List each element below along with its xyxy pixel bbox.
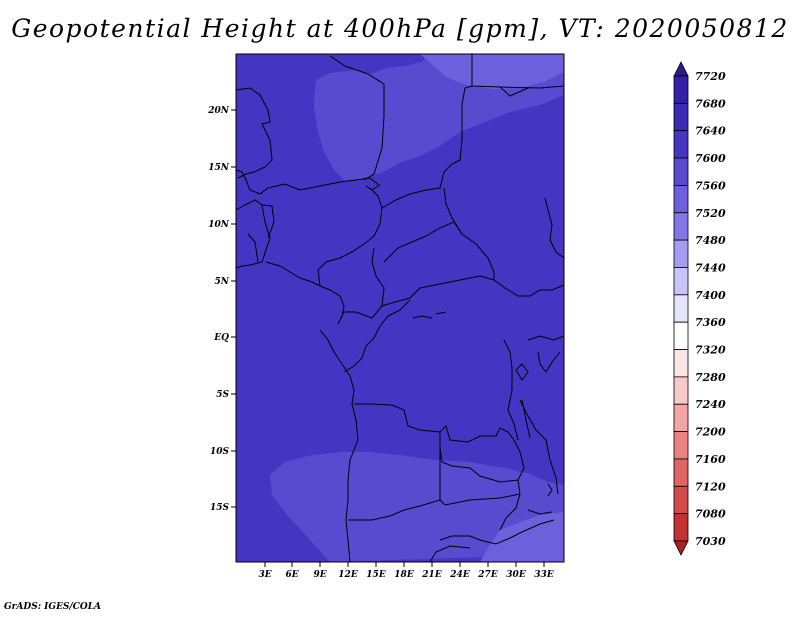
lat-label: 5S <box>216 390 229 400</box>
lon-label: 24E <box>449 570 470 580</box>
colorbar-label: 7360 <box>695 316 726 329</box>
colorbar-label: 7240 <box>695 398 726 411</box>
colorbar-swatch <box>673 513 689 542</box>
colorbar-swatch <box>673 75 689 104</box>
colorbar-label: 7160 <box>695 453 726 466</box>
lon-label: 6E <box>285 570 298 580</box>
map-panel <box>235 53 565 563</box>
lat-label: 20N <box>207 106 230 116</box>
lakes <box>365 185 553 515</box>
colorbar-swatch <box>673 239 689 268</box>
lon-label: 33E <box>534 570 554 580</box>
lon-labels: 3E 6E 9E 12E 15E 18E 21E 24E 27E 30E 33E <box>258 570 553 580</box>
colorbar-label: 7560 <box>695 179 726 192</box>
colorbar-swatch <box>673 458 689 487</box>
contour-region-ne <box>420 54 564 89</box>
colorbar-top-arrow <box>673 61 689 77</box>
colorbar-swatch <box>673 349 689 378</box>
colorbar-label: 7080 <box>695 508 726 521</box>
lon-label: 30E <box>506 570 526 580</box>
colorbar-label: 7720 <box>695 70 726 83</box>
boundaries <box>235 54 565 563</box>
colorbar-label: 7120 <box>695 480 726 493</box>
colorbar-label: 7480 <box>695 234 726 247</box>
colorbar: 7720 7680 7640 7600 7560 7520 7480 7440 7400 7360… <box>673 61 726 556</box>
chart-title: Geopotential Height at 400hPa [gpm], VT:… <box>11 14 789 43</box>
lon-label: 27E <box>477 570 498 580</box>
lon-label: 3E <box>258 570 271 580</box>
colorbar-label: 7520 <box>695 207 726 220</box>
lon-label: 9E <box>313 570 326 580</box>
colorbar-swatch <box>673 431 689 460</box>
colorbar-swatch <box>673 185 689 214</box>
lon-label: 21E <box>421 570 442 580</box>
lat-label: 15N <box>208 163 230 173</box>
colorbar-swatch <box>673 157 689 186</box>
lat-labels: 20N 15N 10N 5N EQ 5S 10S 15S <box>207 106 230 513</box>
lon-label: 15E <box>366 570 386 580</box>
colorbar-swatch <box>673 376 689 405</box>
colorbar-label: 7600 <box>695 152 726 165</box>
colorbar-label: 7640 <box>695 125 726 138</box>
lon-ticks <box>264 562 545 567</box>
colorbar-swatch <box>673 102 689 132</box>
lat-label: 5N <box>215 277 230 287</box>
colorbar-label: 7030 <box>695 535 726 548</box>
colorbar-swatch <box>673 294 689 323</box>
colorbar-label: 7280 <box>695 371 726 384</box>
lon-label: 12E <box>338 570 358 580</box>
lon-label: 18E <box>394 570 414 580</box>
grads-credit: GrADS: IGES/COLA <box>4 602 102 612</box>
colorbar-label: 7680 <box>695 97 726 110</box>
colorbar-swatch <box>673 267 689 296</box>
colorbar-label: 7440 <box>695 261 726 274</box>
colorbar-label: 7400 <box>695 289 726 302</box>
contour-region-se <box>480 512 564 562</box>
colorbar-label: 7200 <box>695 426 726 439</box>
colorbar-label: 7320 <box>695 344 726 357</box>
colorbar-swatch <box>673 130 689 159</box>
map-frame <box>235 53 565 563</box>
colorbar-swatch <box>673 212 689 241</box>
colorbar-swatch <box>673 321 689 350</box>
lat-label: 10N <box>208 220 230 230</box>
lat-label: EQ <box>213 333 229 343</box>
lat-label: 15S <box>210 503 230 513</box>
lat-label: 10S <box>210 447 230 457</box>
colorbar-bottom-arrow <box>673 540 689 556</box>
lat-ticks <box>231 109 236 508</box>
colorbar-swatch <box>673 485 689 515</box>
colorbar-swatch <box>673 403 689 432</box>
